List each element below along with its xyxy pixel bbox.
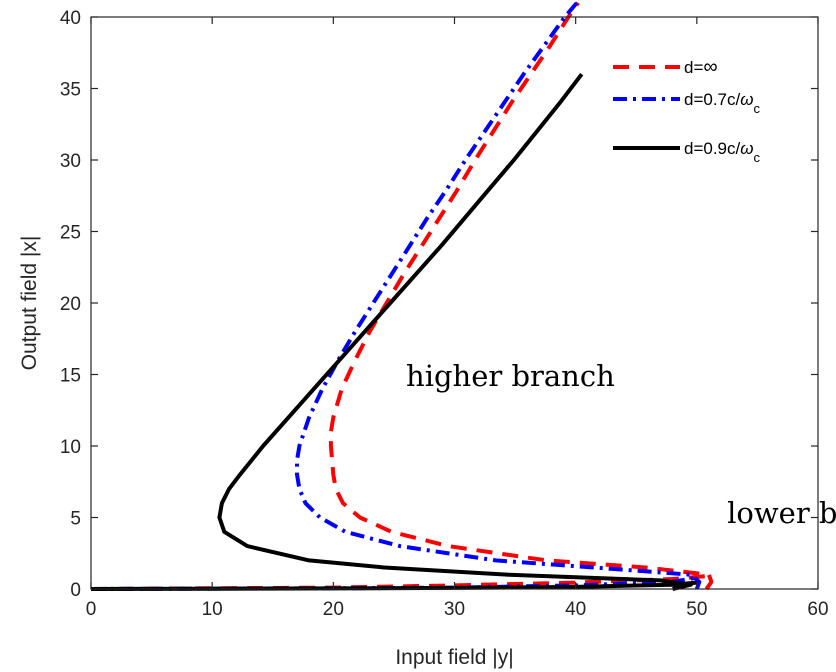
x-axis-label: Input field |y| xyxy=(395,646,513,669)
legend-label-subscript: c xyxy=(754,101,761,116)
y-tick-label: 15 xyxy=(60,366,81,387)
legend-label-symbol: ∞ xyxy=(703,56,717,78)
annotation-lower-branch: lower branch xyxy=(727,496,836,530)
legend-label-text: d=0.7c/ xyxy=(684,90,741,109)
legend: d=∞d=0.7c/ωcd=0.9c/ωc xyxy=(613,56,761,165)
x-tick-label: 50 xyxy=(686,599,707,620)
series-3-upper-curve xyxy=(217,72,693,591)
x-tick-label: 10 xyxy=(202,599,223,620)
series-2-upper-curve xyxy=(295,1,702,590)
y-tick-label: 20 xyxy=(60,294,81,315)
y-tick-label: 30 xyxy=(60,151,81,172)
legend-label-text: d= xyxy=(684,58,703,77)
y-axis-ticks: 0 5 10 15 20 25 30 35 40 xyxy=(60,8,818,601)
legend-label-symbol: ω xyxy=(740,90,753,109)
x-tick-label: 0 xyxy=(86,599,97,620)
y-tick-label: 40 xyxy=(60,8,81,29)
y-tick-label: 35 xyxy=(60,80,81,101)
x-tick-label: 40 xyxy=(565,599,586,620)
annotation-higher-branch: higher branch xyxy=(406,359,615,393)
x-tick-label: 20 xyxy=(323,599,344,620)
y-tick-label: 0 xyxy=(70,580,81,601)
y-tick-label: 25 xyxy=(60,223,81,244)
legend-label-1: d=∞ xyxy=(684,56,718,78)
x-tick-label: 60 xyxy=(807,599,828,620)
y-axis-label: Output field |x| xyxy=(18,236,41,371)
y-tick-label: 5 xyxy=(70,509,81,530)
x-axis-ticks: 0 10 20 30 40 50 60 xyxy=(86,17,829,620)
legend-label-2: d=0.7c/ωc xyxy=(684,90,761,116)
series-1-upper-curve xyxy=(328,1,714,591)
legend-label-symbol: ω xyxy=(740,139,753,158)
y-tick-label: 10 xyxy=(60,437,81,458)
legend-label-3: d=0.9c/ωc xyxy=(684,139,761,165)
legend-label-text: d=0.9c/ xyxy=(684,139,741,158)
plot-background xyxy=(91,17,818,589)
series-1-lower-curve xyxy=(90,574,707,591)
x-tick-label: 30 xyxy=(444,599,465,620)
legend-label-subscript: c xyxy=(754,150,761,165)
